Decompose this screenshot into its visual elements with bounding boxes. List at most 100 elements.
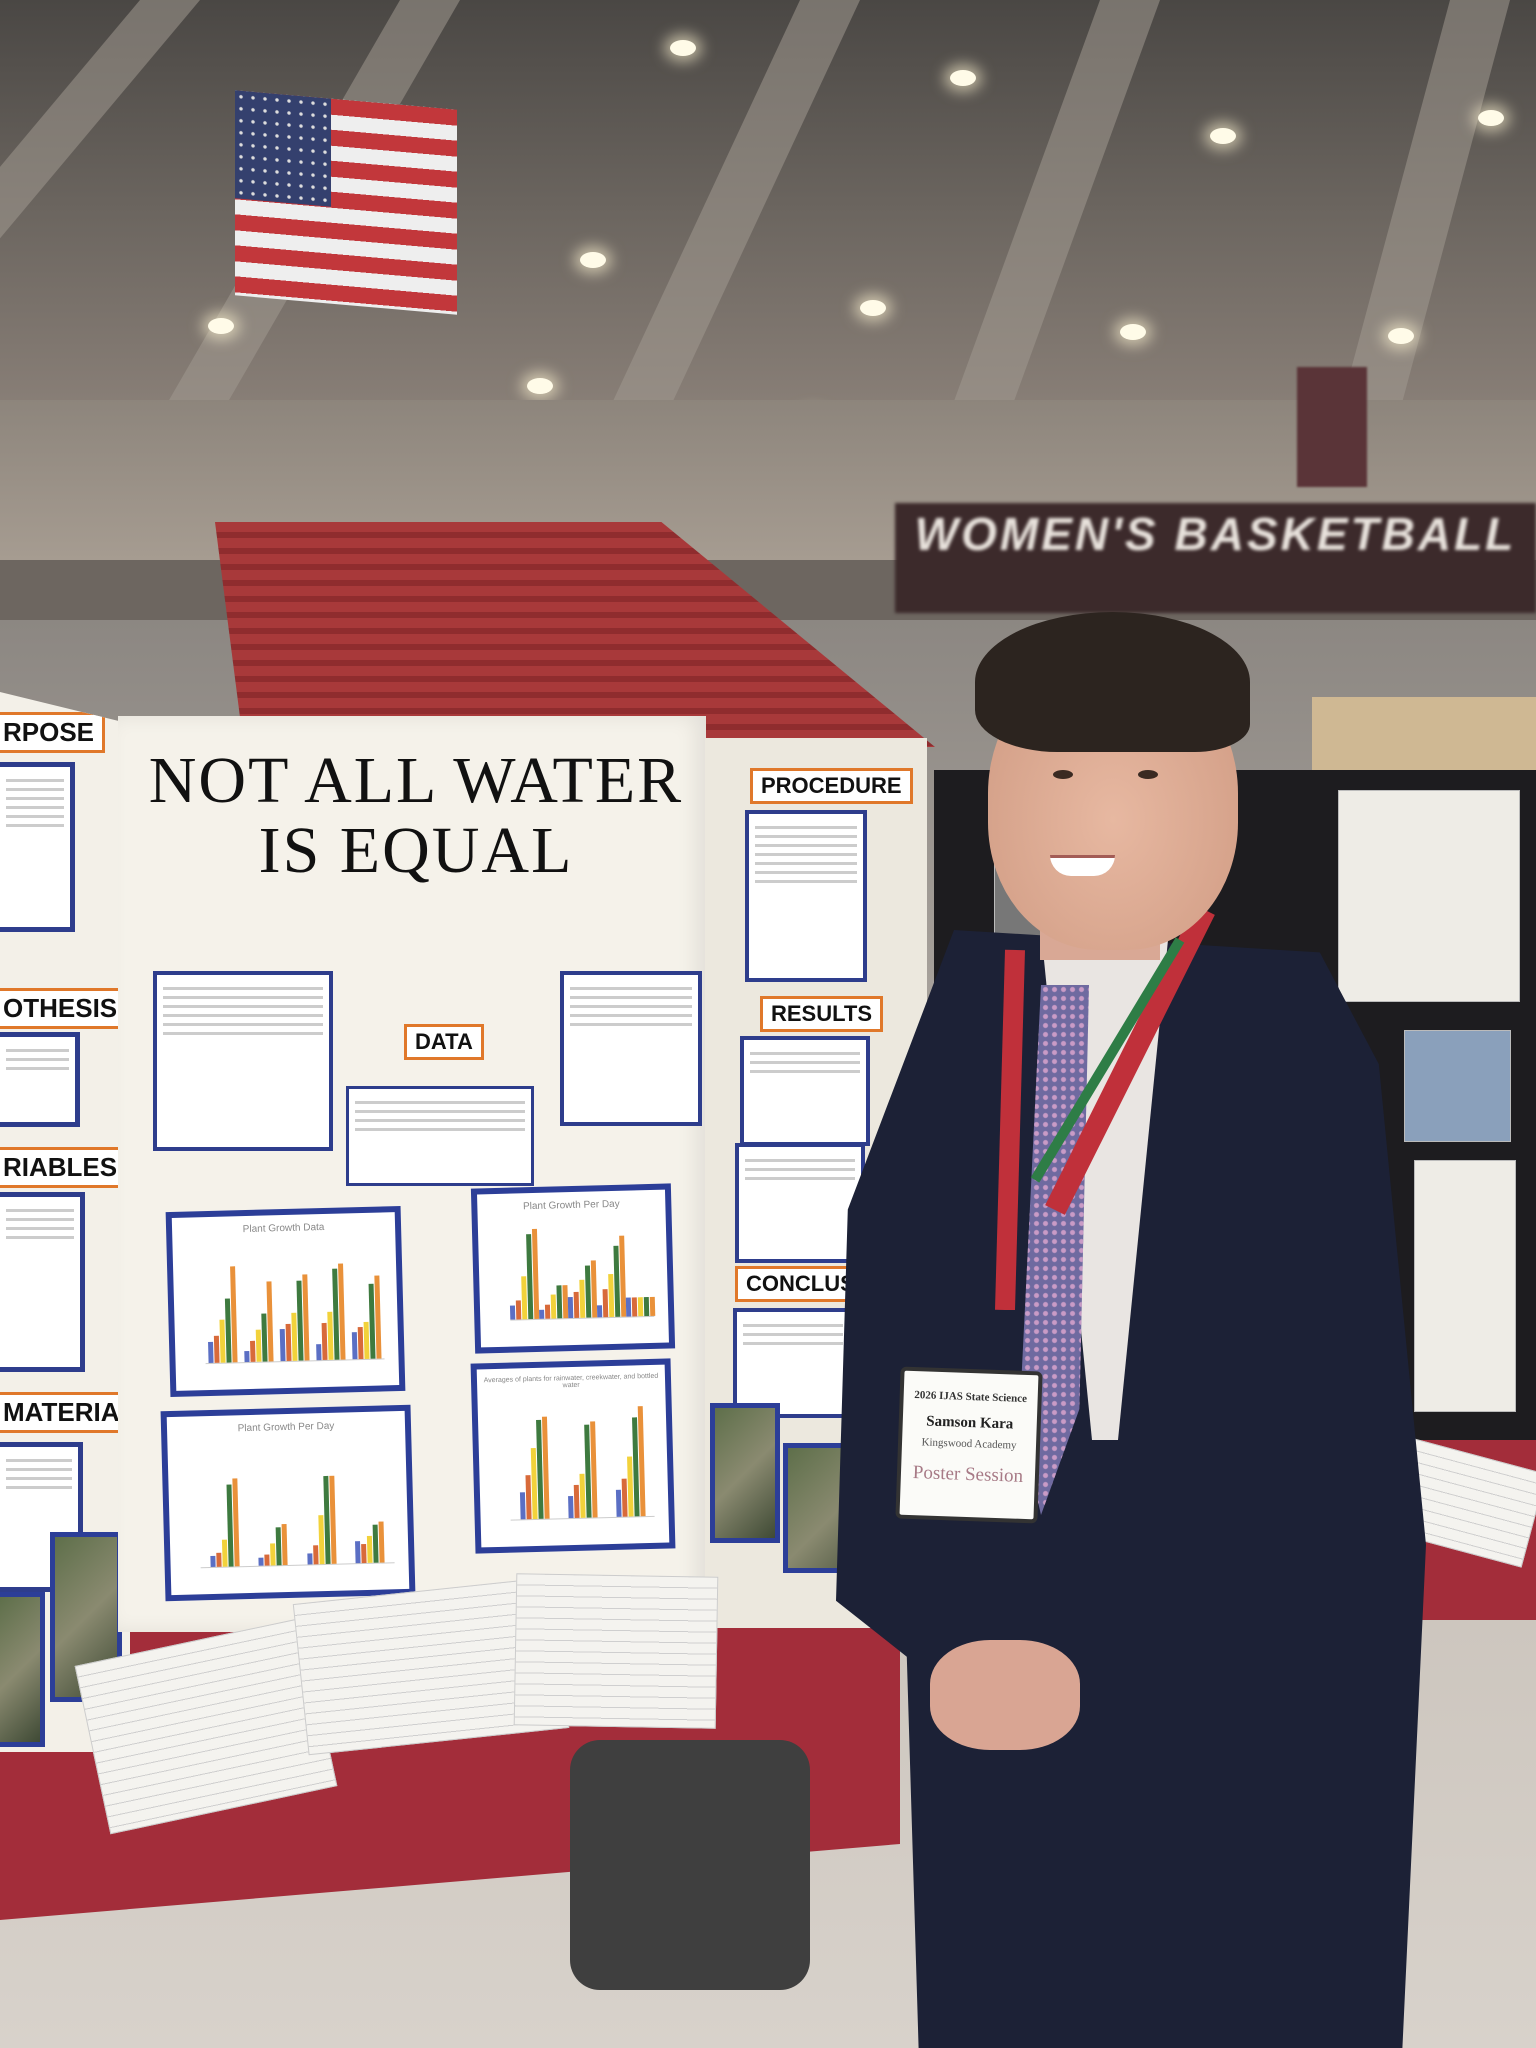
header-variables: RIABLES [0, 1147, 129, 1188]
bar-group [258, 1523, 288, 1566]
smile [1050, 855, 1115, 876]
bar [367, 1535, 373, 1563]
bar [279, 1328, 286, 1362]
board-center-panel: NOT ALL WATER IS EQUAL DATA Plant Growth… [118, 716, 706, 1632]
bar-group [625, 1296, 656, 1317]
chart-title: Averages of plants for rainwater, creekw… [483, 1372, 659, 1390]
green-lanyard [1030, 937, 1185, 1183]
header-results: RESULTS [760, 996, 884, 1032]
womens-basketball-banner: WOMEN'S BASKETBALL [895, 503, 1536, 613]
chart-title: Plant Growth Per Day [522, 1198, 620, 1213]
bar-group [355, 1521, 385, 1564]
ceiling-light [1478, 110, 1504, 126]
results-text-box-2 [735, 1143, 865, 1263]
bar [573, 1484, 580, 1518]
bar [210, 1555, 216, 1568]
bar [544, 1304, 551, 1319]
bar-group [243, 1281, 274, 1363]
bar [602, 1288, 609, 1318]
chart-plot [202, 1251, 385, 1365]
ceiling-light [580, 252, 606, 268]
bar [312, 1544, 319, 1565]
ceiling-light [860, 300, 886, 316]
conclusion-text-box [733, 1308, 853, 1418]
american-flag [235, 90, 457, 315]
bar [649, 1296, 656, 1316]
bar [315, 1344, 322, 1361]
bar-group [538, 1284, 569, 1319]
ceiling-light [1120, 324, 1146, 340]
lanyard-strap-right [1045, 910, 1215, 1215]
bar [258, 1557, 264, 1566]
badge-session: Poster Session [912, 1462, 1024, 1487]
ceiling-light [208, 318, 234, 334]
bar [208, 1341, 214, 1364]
chart-title: Plant Growth Data [242, 1221, 325, 1236]
data-sheet-left [153, 971, 333, 1151]
ceiling-light [670, 40, 696, 56]
chart-plot [197, 1451, 395, 1569]
bar-group [206, 1266, 238, 1364]
clasped-hands [930, 1640, 1080, 1750]
bar [266, 1281, 274, 1362]
bar [573, 1291, 580, 1318]
bar [625, 1297, 632, 1317]
data-table [346, 1086, 534, 1186]
bar [264, 1554, 270, 1566]
bar [621, 1478, 628, 1517]
chart-plot [507, 1221, 656, 1321]
eye [1053, 770, 1073, 779]
ceiling-light [1388, 328, 1414, 344]
bar [321, 1322, 328, 1361]
chart-plant-growth-per-day-2: Plant Growth Per Day [160, 1404, 416, 1602]
bar [285, 1323, 292, 1361]
bar [329, 1475, 337, 1564]
header-data: DATA [404, 1024, 484, 1060]
header-purpose: RPOSE [0, 712, 106, 753]
bar [556, 1285, 563, 1319]
neighbor-paper [1414, 1160, 1516, 1412]
ceiling-light [950, 70, 976, 86]
bar [615, 1489, 622, 1517]
bar-group [566, 1421, 598, 1519]
bar [302, 1274, 310, 1361]
bar-group [314, 1263, 346, 1361]
chart-plant-growth-per-day: Plant Growth Per Day [470, 1183, 676, 1354]
bar [307, 1553, 313, 1565]
results-text-box [740, 1036, 870, 1146]
ceiling-beam [0, 0, 200, 380]
hypothesis-text-box [0, 1032, 80, 1127]
header-hypothesis: OTHESIS [0, 988, 129, 1029]
header-procedure: PROCEDURE [750, 768, 913, 804]
bar [250, 1340, 256, 1362]
bar [357, 1326, 364, 1360]
bar [281, 1523, 288, 1566]
bar [351, 1332, 358, 1360]
plant-photo [0, 1592, 45, 1747]
bar-group [508, 1228, 540, 1320]
variables-text-box [0, 1192, 85, 1372]
bar-group [278, 1274, 310, 1362]
bar [221, 1539, 228, 1567]
bar [363, 1321, 370, 1359]
ceiling-beam [604, 0, 860, 420]
chart-plot [507, 1405, 655, 1521]
badge-event: 2026 IJAS State Science [914, 1389, 1028, 1405]
handout-paper [513, 1573, 719, 1729]
bar [275, 1526, 282, 1566]
lanyard [995, 910, 1215, 1310]
data-sheet-right [560, 971, 702, 1126]
lanyard-strap-left [995, 949, 1025, 1310]
student-hair [975, 612, 1250, 752]
bar [378, 1521, 385, 1563]
neighbor-paper [1338, 790, 1520, 1002]
neighbor-photo [1404, 1030, 1511, 1142]
badge-school: Kingswood Academy [921, 1436, 1017, 1452]
bar [373, 1275, 382, 1359]
bar [270, 1543, 276, 1566]
bar-group [350, 1275, 382, 1360]
board-title-line1: NOT ALL WATER [148, 744, 684, 817]
name-badge: 2026 IJAS State Science Samson Kara King… [895, 1366, 1043, 1524]
materials-text-box [0, 1442, 83, 1592]
board-title-line2: IS EQUAL [258, 814, 574, 887]
